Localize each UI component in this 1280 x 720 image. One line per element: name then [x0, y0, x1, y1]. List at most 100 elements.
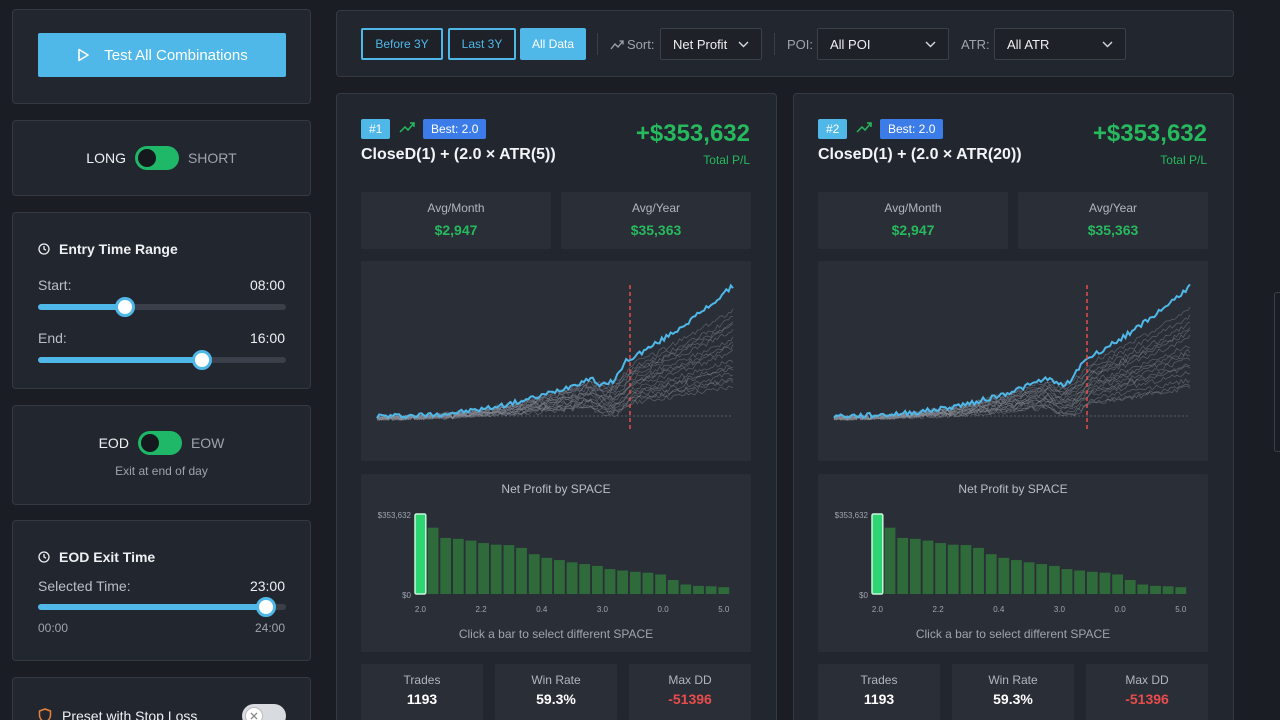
profit-bar[interactable]	[1112, 574, 1123, 595]
profit-bar[interactable]	[554, 560, 565, 594]
profit-bar[interactable]	[617, 570, 628, 595]
profit-bar[interactable]	[884, 527, 896, 594]
profit-bar[interactable]	[503, 545, 515, 594]
comparison-curve	[377, 321, 734, 421]
profit-bar[interactable]	[718, 587, 730, 594]
eod-exit-slider[interactable]	[38, 597, 286, 617]
profit-bar[interactable]	[566, 562, 578, 594]
poi-value: All POI	[830, 36, 871, 52]
profit-bar[interactable]	[465, 540, 477, 594]
profit-bar[interactable]	[680, 584, 692, 595]
direction-toggle[interactable]	[134, 146, 179, 170]
profit-bar[interactable]	[1074, 570, 1085, 595]
x-tick-label: 2.0	[872, 605, 884, 614]
profit-bar[interactable]	[1023, 562, 1035, 594]
profit-bar[interactable]	[973, 547, 984, 594]
test-all-label: Test All Combinations	[104, 46, 248, 64]
combination-name: CloseD(1) + (2.0 × ATR(5))	[361, 146, 556, 163]
end-slider-thumb[interactable]	[191, 350, 212, 370]
profit-bar[interactable]	[440, 537, 452, 594]
profit-bar[interactable]	[998, 557, 1010, 594]
profit-bar[interactable]	[960, 545, 972, 594]
profit-bar[interactable]	[1162, 586, 1174, 594]
direction-panel: LONG SHORT	[12, 120, 311, 196]
start-slider[interactable]	[38, 297, 286, 317]
equity-curve-chart	[818, 261, 1208, 461]
avg-month-label: Avg/Month	[427, 201, 485, 215]
profit-bar[interactable]	[579, 564, 591, 594]
profit-bar[interactable]	[478, 543, 489, 594]
x-tick-label: 2.0	[415, 605, 427, 614]
profit-bar[interactable]	[909, 538, 921, 594]
test-all-combinations-button[interactable]: Test All Combinations	[38, 33, 286, 77]
profit-bar[interactable]	[642, 572, 654, 594]
profit-bar[interactable]	[871, 513, 884, 595]
best-equity-curve	[376, 283, 734, 420]
x-tick-label: 2.2	[476, 605, 488, 614]
atr-dropdown[interactable]: All ATR	[994, 28, 1126, 60]
profit-bar[interactable]	[427, 527, 439, 594]
filter-all-data-button[interactable]: All Data	[520, 28, 586, 60]
profit-bar[interactable]	[1150, 585, 1161, 594]
profit-bar[interactable]	[705, 586, 717, 594]
profit-bar[interactable]	[452, 538, 464, 594]
scrollbar-hint[interactable]	[1274, 292, 1280, 452]
profit-bar[interactable]	[947, 544, 959, 594]
profit-bar[interactable]	[629, 571, 641, 594]
avg-month-label: Avg/Month	[884, 201, 942, 215]
profit-bar[interactable]	[655, 574, 666, 595]
filter-before-3y-button[interactable]: Before 3Y	[361, 28, 443, 60]
preset-toggle[interactable]	[242, 704, 286, 720]
profit-bar[interactable]	[1124, 580, 1136, 594]
profit-bar[interactable]	[1049, 565, 1060, 594]
poi-dropdown[interactable]: All POI	[817, 28, 949, 60]
profit-bar[interactable]	[935, 543, 946, 594]
trades-value: 1193	[406, 691, 438, 707]
profit-bar[interactable]	[985, 554, 997, 594]
profit-bar[interactable]	[1061, 569, 1073, 594]
profit-bar[interactable]	[897, 537, 909, 594]
x-tick-label: 5.0	[1175, 605, 1187, 614]
sort-label: Sort:	[627, 37, 655, 52]
profit-bar[interactable]	[1011, 560, 1022, 594]
max-dd-value: -51396	[668, 691, 712, 707]
combination-name: CloseD(1) + (2.0 × ATR(20))	[818, 146, 1022, 163]
eod-exit-panel: EOD Exit Time Selected Time: 23:00 00:00…	[12, 520, 311, 661]
y-tick-label: $0	[859, 591, 868, 600]
comparison-curve	[833, 334, 1191, 421]
comparison-curve	[833, 365, 1191, 421]
strategy-card-1[interactable]: #1 Best: 2.0 CloseD(1) + (2.0 × ATR(5)) …	[336, 93, 777, 720]
profit-bar[interactable]	[922, 540, 934, 594]
x-tick-label: 2.2	[933, 605, 945, 614]
filter-last-3y-button[interactable]: Last 3Y	[448, 28, 516, 60]
profit-bar[interactable]	[592, 565, 603, 594]
profit-bar[interactable]	[528, 554, 540, 594]
start-label: Start:	[38, 277, 72, 293]
x-tick-label: 0.0	[1115, 605, 1127, 614]
clock-icon	[38, 551, 50, 563]
profit-bar[interactable]	[1137, 584, 1149, 595]
profit-bar[interactable]	[693, 585, 704, 594]
net-profit-by-space-chart: Net Profit by SPACE $353,632 $0 2.0 2.2 0.4 3…	[818, 474, 1208, 652]
profit-bar[interactable]	[1175, 587, 1187, 594]
profit-bar[interactable]	[490, 544, 502, 594]
profit-bar[interactable]	[667, 580, 679, 594]
profit-bar[interactable]	[541, 557, 553, 594]
end-slider-fill	[38, 357, 202, 363]
profit-bar[interactable]	[1086, 571, 1098, 594]
trend-up-icon	[399, 122, 415, 133]
comparison-curve	[376, 377, 734, 421]
sort-dropdown[interactable]: Net Profit	[660, 28, 762, 60]
profit-bar[interactable]	[1099, 572, 1111, 594]
profit-bar[interactable]	[604, 569, 616, 594]
profit-bar[interactable]	[414, 513, 427, 595]
strategy-card-2[interactable]: #2 Best: 2.0 CloseD(1) + (2.0 × ATR(20))…	[793, 93, 1234, 720]
start-slider-thumb[interactable]	[114, 297, 135, 317]
eod-exit-slider-thumb[interactable]	[256, 597, 277, 617]
atr-label: ATR:	[961, 37, 990, 52]
profit-bar[interactable]	[516, 547, 527, 594]
equity-curve-plot	[833, 283, 1191, 431]
profit-bar[interactable]	[1036, 564, 1048, 594]
exit-mode-toggle[interactable]	[137, 431, 182, 455]
end-slider[interactable]	[38, 350, 286, 370]
